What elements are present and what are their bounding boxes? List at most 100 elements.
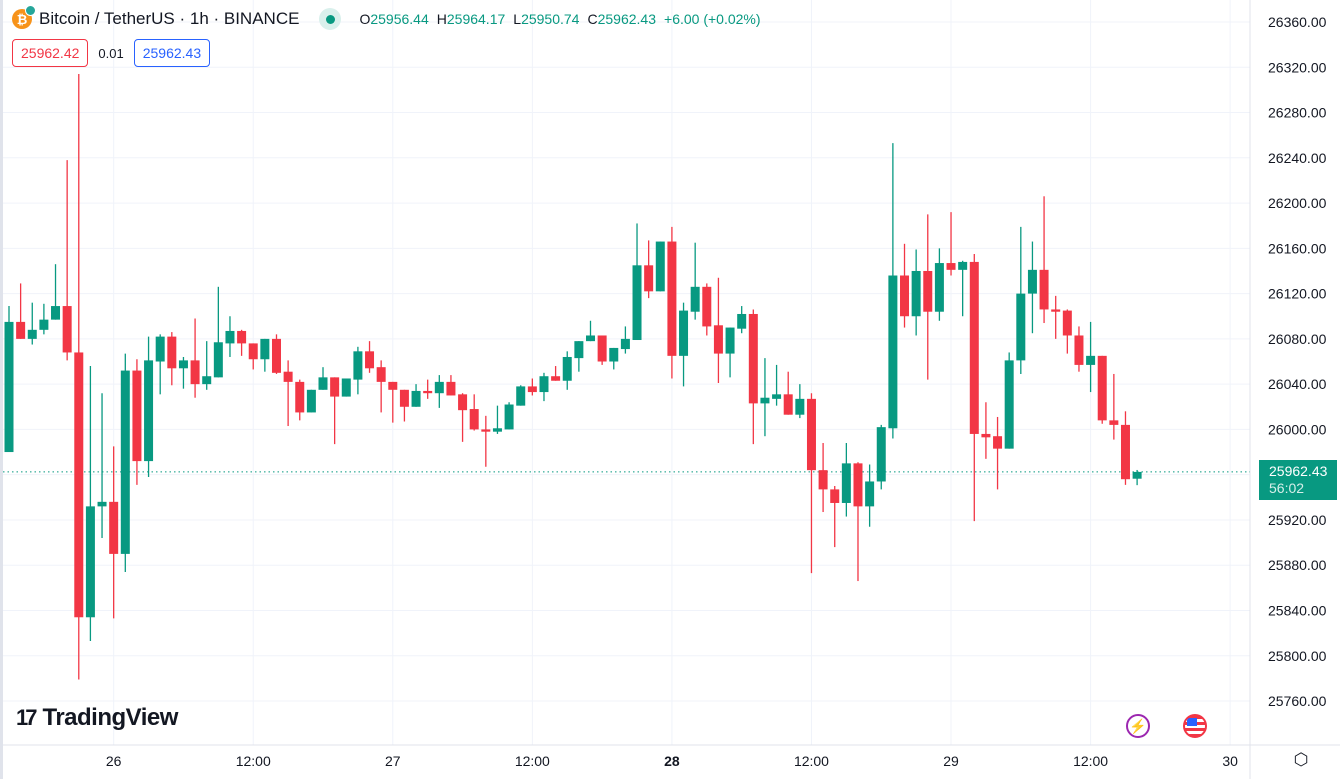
tradingview-logo[interactable]: 17 TradingView <box>16 704 178 732</box>
candle-body <box>353 351 363 380</box>
candle-bullish <box>690 242 700 320</box>
market-open-status-icon[interactable] <box>319 8 342 30</box>
candle-bullish <box>620 326 630 354</box>
candle-body <box>969 261 979 434</box>
candle-bullish <box>1016 226 1026 374</box>
candle-body <box>213 342 223 378</box>
candle-body <box>748 313 758 404</box>
candle-bullish <box>434 375 444 408</box>
candle-body <box>551 376 561 381</box>
candle-body <box>306 389 316 413</box>
candle-body <box>271 338 281 373</box>
price-tick-label: 26080.00 <box>1268 331 1327 347</box>
candle-bullish <box>911 249 921 336</box>
candle-bullish <box>155 334 165 395</box>
candle-bullish <box>679 302 689 387</box>
candle-bearish <box>597 335 607 365</box>
candle-body <box>144 360 154 462</box>
candle-bearish <box>993 416 1003 490</box>
candle-body <box>806 398 816 471</box>
candle-bullish <box>318 367 328 390</box>
candle-body <box>795 398 805 415</box>
candle-bullish <box>562 351 572 390</box>
candle-body <box>574 341 584 359</box>
price-axis[interactable]: 26360.00 26320.00 26280.00 26240.00 26200.00… <box>1268 14 1327 709</box>
time-tick-label: 26 <box>106 753 122 769</box>
candle-body <box>841 463 851 503</box>
candle-bullish <box>492 405 502 434</box>
time-tick-label: 29 <box>943 753 959 769</box>
candle-body <box>85 506 95 618</box>
close-value: 25962.43 <box>597 11 657 27</box>
candle-bearish <box>399 389 409 422</box>
candle-bearish <box>74 74 84 680</box>
candle-bearish <box>109 446 119 619</box>
lightning-icon[interactable]: ⚡ <box>1126 714 1150 738</box>
candle-bullish <box>888 143 898 439</box>
sell-price-button[interactable]: 25962.42 <box>12 39 89 67</box>
candle-bearish <box>376 360 386 413</box>
candle-body <box>167 336 177 369</box>
candle-bearish <box>481 415 491 467</box>
candle-body <box>1039 269 1049 310</box>
candle-bullish <box>178 356 188 389</box>
us-flag-icon[interactable] <box>1183 714 1207 738</box>
candle-body <box>562 356 572 381</box>
bitcoin-icon: ₿ <box>12 5 36 29</box>
candle-bearish <box>713 277 723 384</box>
candle-bullish <box>1086 321 1096 393</box>
candle-bearish <box>1039 196 1049 324</box>
candle-bullish <box>958 260 968 317</box>
candle-body <box>632 265 642 341</box>
tradingview-logo-text: TradingView <box>42 704 178 731</box>
time-axis[interactable]: 26 12:00 27 12:00 28 12:00 29 12:00 30 <box>106 753 1238 769</box>
candle-body <box>190 360 200 385</box>
candle-bearish <box>248 343 258 370</box>
last-price: 25962.43 <box>1269 463 1328 479</box>
time-tick-label: 12:00 <box>515 753 550 769</box>
ohlc-values: O25956.44 H25964.17 L25950.74 C25962.43 … <box>359 11 760 27</box>
price-tick-label: 26280.00 <box>1268 105 1327 121</box>
candle-bearish <box>981 402 991 459</box>
candle-body <box>1051 309 1061 312</box>
candle-body <box>934 263 944 312</box>
candle-body <box>1097 355 1107 421</box>
candle-body <box>504 404 514 430</box>
gear-icon[interactable]: ⬡ <box>1293 750 1309 769</box>
candle-bullish <box>213 286 223 378</box>
candle-bullish <box>795 384 805 419</box>
candle-bullish <box>586 320 595 342</box>
candle-bearish <box>527 378 537 396</box>
price-change: +6.00 (+0.02%) <box>664 11 761 27</box>
candle-body <box>132 370 142 462</box>
candle-body <box>295 381 305 413</box>
candle-bearish <box>330 377 340 445</box>
candle-bullish <box>144 336 154 477</box>
candle-body <box>830 489 840 503</box>
candle-body <box>330 377 340 397</box>
candle-body <box>492 428 502 432</box>
candle-bullish <box>760 358 770 437</box>
candle-body <box>178 360 188 369</box>
candle-body <box>341 378 351 397</box>
symbol-title[interactable]: Bitcoin / TetherUS · 1h · BINANCE <box>39 9 300 28</box>
candle-bullish <box>934 248 944 321</box>
candle-bullish <box>655 241 665 292</box>
candle-body <box>365 351 375 369</box>
candle-bearish <box>969 253 979 522</box>
candle-bullish <box>609 347 619 370</box>
candle-body <box>818 470 828 490</box>
buy-price-button[interactable]: 25962.43 <box>133 39 211 67</box>
candle-body <box>900 275 910 317</box>
candle-body <box>1086 355 1096 365</box>
candle-bullish <box>4 306 14 453</box>
candle-body <box>248 343 258 360</box>
candle-body <box>655 241 665 292</box>
candle-body <box>469 409 479 430</box>
candle-body <box>27 329 37 339</box>
candle-body <box>981 433 991 438</box>
candle-bearish <box>458 393 468 442</box>
price-tick-label: 26240.00 <box>1268 150 1327 166</box>
